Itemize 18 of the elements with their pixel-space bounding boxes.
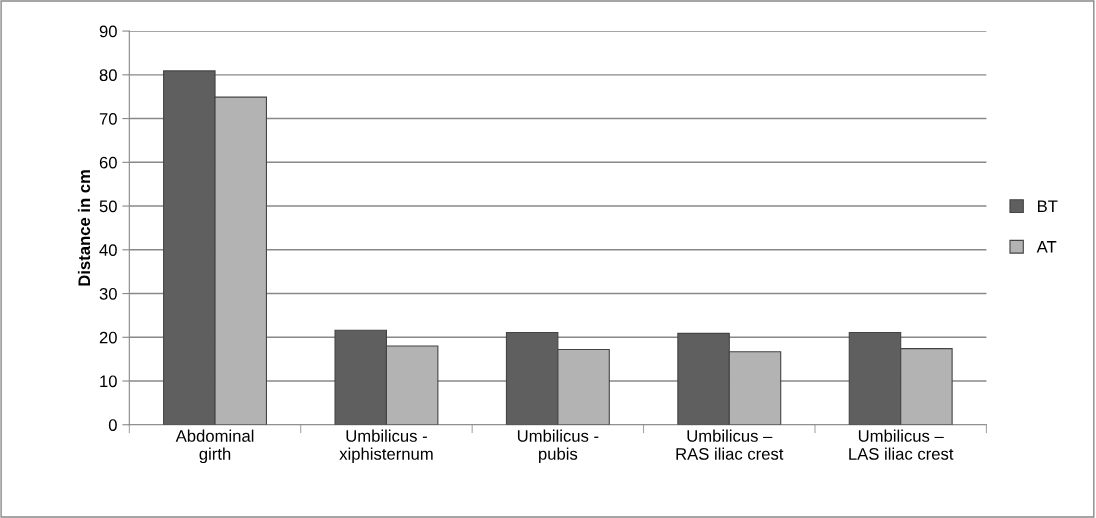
y-tick-label: 80 xyxy=(99,69,117,82)
x-tick-label: Umbilicus - xiphisternum xyxy=(339,429,433,464)
y-tick-label: 60 xyxy=(99,156,117,169)
x-tick-label: Umbilicus – LAS iliac crest xyxy=(849,429,954,460)
y-tick-label: 90 xyxy=(99,25,117,38)
y-tick-label: 20 xyxy=(99,331,117,344)
y-tick-label: 40 xyxy=(99,244,117,256)
x-tick-label: Umbilicus - pubis xyxy=(517,429,599,464)
y-axis-title: Distance in cm xyxy=(77,170,91,286)
legend-label: BT xyxy=(1038,200,1058,212)
x-tick-label: Abdominal girth xyxy=(175,429,254,464)
x-tick-label: Umbilicus – RAS iliac crest xyxy=(676,429,784,460)
y-tick-label: 30 xyxy=(99,287,117,300)
legend-label: AT xyxy=(1036,241,1057,253)
y-tick-label: 0 xyxy=(108,419,117,431)
y-tick-label: 10 xyxy=(100,375,117,388)
y-tick-label: 70 xyxy=(99,112,117,125)
y-tick-label: 50 xyxy=(99,200,117,213)
